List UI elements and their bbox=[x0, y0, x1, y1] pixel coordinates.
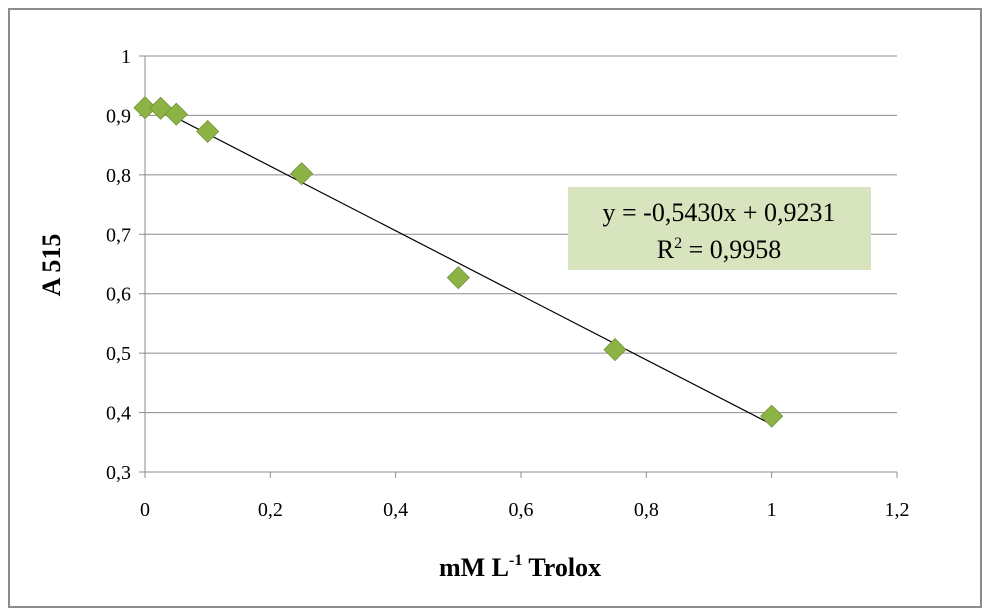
x-tick-label-1: 0,2 bbox=[258, 499, 283, 521]
data-point-7 bbox=[760, 404, 784, 428]
y-tick-label-5: 0,8 bbox=[106, 165, 131, 187]
x-tick-label-5: 1 bbox=[767, 499, 777, 521]
y-tick-label-0: 0,3 bbox=[106, 462, 131, 484]
scatter-chart: 0,3 0,4 0,5 0,6 0,7 0,8 0,9 1 0 0,2 0,4 0,6 0,8 1 1,2… bbox=[37, 46, 910, 582]
axes bbox=[139, 55, 898, 478]
data-point-3 bbox=[196, 119, 220, 144]
x-tick-label-3: 0,6 bbox=[509, 499, 534, 521]
equation-box: y = -0,5430x + 0,9231 R2 = 0,9958 bbox=[568, 187, 871, 270]
data-point-2 bbox=[164, 102, 188, 126]
x-tick-label-2: 0,4 bbox=[383, 499, 408, 521]
x-tick-label-4: 0,8 bbox=[634, 499, 659, 521]
trendline bbox=[144, 101, 772, 425]
y-tick-labels: 0,3 0,4 0,5 0,6 0,7 0,8 0,9 1 bbox=[106, 46, 131, 484]
y-tick-label-1: 0,4 bbox=[106, 403, 131, 425]
y-tick-label-7: 1 bbox=[121, 46, 131, 68]
data-point-5 bbox=[446, 266, 470, 290]
x-tick-labels: 0 0,2 0,4 0,6 0,8 1 1,2 bbox=[140, 499, 910, 521]
x-tick-label-0: 0 bbox=[140, 499, 150, 521]
trendline-equation: y = -0,5430x + 0,9231 bbox=[603, 198, 836, 227]
y-axis-title: A 515 bbox=[37, 234, 66, 297]
data-point-6 bbox=[603, 338, 627, 362]
data-point-4 bbox=[290, 162, 314, 186]
trendline-group bbox=[144, 101, 772, 425]
y-tick-label-4: 0,7 bbox=[106, 224, 131, 246]
x-axis-title: mM L-1 Trolox bbox=[439, 552, 601, 582]
r-squared-label: R2 = 0,9958 bbox=[657, 235, 782, 264]
data-point-0 bbox=[133, 96, 157, 120]
y-tick-label-2: 0,5 bbox=[106, 343, 131, 365]
equation-background bbox=[568, 187, 871, 270]
x-tick-label-6: 1,2 bbox=[885, 499, 910, 521]
y-tick-label-3: 0,6 bbox=[106, 284, 131, 306]
y-tick-label-6: 0,9 bbox=[106, 105, 131, 127]
data-points bbox=[133, 96, 784, 428]
